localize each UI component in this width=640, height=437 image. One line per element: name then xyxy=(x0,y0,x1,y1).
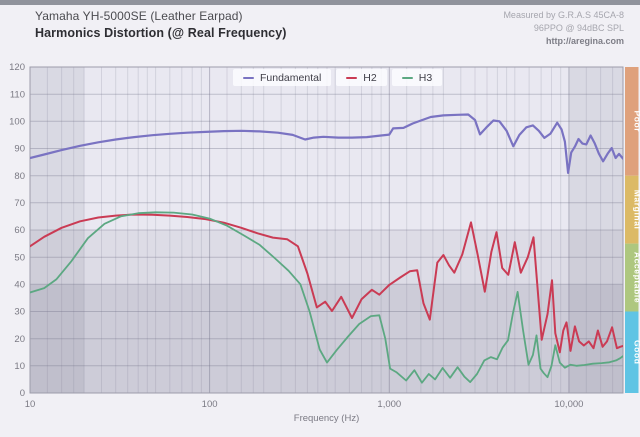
meta-level: 96PPO @ 94dBC SPL xyxy=(533,23,624,33)
y-tick-label: 50 xyxy=(14,252,25,263)
h2-line-swatch xyxy=(346,76,358,79)
y-tick-label: 120 xyxy=(9,62,25,73)
y-tick-label: 20 xyxy=(14,334,25,345)
y-tick-label: 110 xyxy=(10,89,25,100)
y-tick-label: 80 xyxy=(14,171,25,182)
quality-band-marginal xyxy=(625,175,639,244)
legend-label-fundamental: Fundamental xyxy=(260,71,322,84)
meta-rig: Measured by G.R.A.S 45CA-8 xyxy=(503,10,624,20)
headphone-title: Yamaha YH-5000SE (Leather Earpad) xyxy=(35,9,243,23)
quality-band-good xyxy=(625,311,639,393)
y-tick-label: 60 xyxy=(14,225,25,236)
fundamental-line-swatch xyxy=(243,76,254,79)
quality-band-label: Good xyxy=(632,340,640,365)
legend-label-h2: H2 xyxy=(363,71,377,84)
legend-label-h3: H3 xyxy=(418,71,433,84)
meta-url: http://aregina.com xyxy=(545,36,624,46)
quality-band-poor xyxy=(625,67,639,176)
y-tick-label: 40 xyxy=(14,280,25,291)
quality-band-label: Acceptable xyxy=(632,252,640,303)
top-edge-strip xyxy=(0,0,640,5)
x-tick-label: 100 xyxy=(202,399,218,410)
x-axis-title: Frequency (Hz) xyxy=(294,413,359,424)
value-stripe xyxy=(30,230,623,285)
x-tick-label: 1,000 xyxy=(377,399,401,410)
y-tick-label: 10 xyxy=(14,361,25,372)
measurement-meta: Measured by G.R.A.S 45CA-8 96PPO @ 94dBC… xyxy=(503,9,624,48)
y-tick-label: 30 xyxy=(14,307,25,318)
h3-line-swatch xyxy=(401,76,413,79)
fundamental-curve xyxy=(30,113,623,174)
quality-band-label: Marginal xyxy=(632,190,640,230)
y-tick-label: 70 xyxy=(14,198,25,209)
y-tick-label: 0 xyxy=(20,388,25,399)
chart-legend: Fundamental H2 H3 xyxy=(233,69,443,86)
quality-band-acceptable xyxy=(625,243,639,312)
h2-curve xyxy=(30,213,623,354)
legend-item-fundamental: Fundamental xyxy=(233,69,332,86)
legend-item-h3: H3 xyxy=(391,69,443,86)
page-title: Harmonics Distortion (@ Real Frequency) xyxy=(35,26,287,40)
h3-curve xyxy=(30,211,623,384)
quality-band-label: Poor xyxy=(632,110,640,132)
y-tick-label: 90 xyxy=(14,144,25,155)
x-tick-label: 10 xyxy=(25,399,36,410)
y-tick-label: 100 xyxy=(9,117,25,128)
x-tick-label: 10,000 xyxy=(554,399,583,410)
header: Yamaha YH-5000SE (Leather Earpad) Harmon… xyxy=(35,9,287,40)
legend-item-h2: H2 xyxy=(336,69,387,86)
